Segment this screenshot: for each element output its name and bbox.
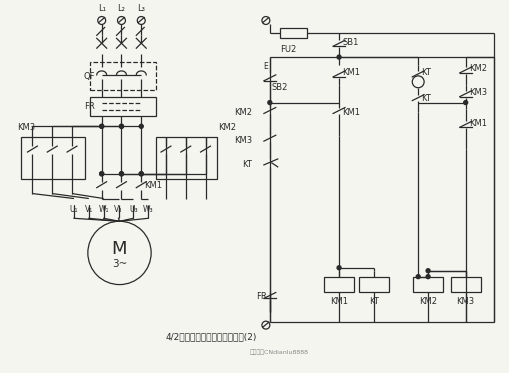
Circle shape bbox=[463, 101, 467, 104]
Bar bbox=[358, 277, 388, 292]
Text: KM2: KM2 bbox=[218, 123, 236, 132]
Circle shape bbox=[426, 269, 429, 273]
Bar bbox=[412, 277, 442, 292]
Text: 4/2极双速电动机起动控制电路(2): 4/2极双速电动机起动控制电路(2) bbox=[165, 332, 257, 342]
Text: KM1: KM1 bbox=[342, 68, 359, 78]
Circle shape bbox=[119, 124, 123, 128]
Text: KM2: KM2 bbox=[234, 108, 251, 117]
Text: E: E bbox=[263, 63, 267, 72]
Text: KM3: KM3 bbox=[456, 297, 474, 307]
Circle shape bbox=[100, 124, 103, 128]
Text: KM1: KM1 bbox=[342, 108, 359, 117]
Bar bbox=[279, 28, 307, 38]
Text: KM1: KM1 bbox=[144, 181, 162, 190]
Text: M: M bbox=[111, 240, 127, 258]
Text: SB1: SB1 bbox=[342, 38, 358, 47]
Text: L₁: L₁ bbox=[98, 4, 105, 13]
Text: 3~: 3~ bbox=[111, 259, 127, 269]
Text: U₃: U₃ bbox=[129, 206, 137, 214]
Text: L₃: L₃ bbox=[137, 4, 145, 13]
Circle shape bbox=[139, 172, 143, 176]
Circle shape bbox=[267, 101, 271, 104]
Text: KT: KT bbox=[368, 297, 378, 307]
Text: KM3: KM3 bbox=[234, 136, 251, 145]
Text: KT: KT bbox=[420, 94, 430, 103]
Text: V₃: V₃ bbox=[114, 206, 123, 214]
Circle shape bbox=[119, 124, 123, 128]
Text: KM2: KM2 bbox=[418, 297, 436, 307]
Text: KM2: KM2 bbox=[468, 65, 486, 73]
Circle shape bbox=[415, 275, 419, 279]
Bar bbox=[90, 97, 156, 116]
Circle shape bbox=[119, 172, 123, 176]
Circle shape bbox=[426, 275, 429, 279]
Bar bbox=[450, 277, 479, 292]
Text: SB2: SB2 bbox=[271, 83, 288, 92]
Text: KT: KT bbox=[420, 68, 430, 78]
Text: FR: FR bbox=[256, 292, 266, 301]
Text: FU2: FU2 bbox=[279, 45, 295, 54]
Text: KT: KT bbox=[242, 160, 251, 169]
Text: U₁: U₁ bbox=[70, 206, 78, 214]
Bar bbox=[324, 277, 353, 292]
Text: QF: QF bbox=[83, 72, 95, 81]
Text: W₁: W₁ bbox=[98, 206, 109, 214]
Text: W₃: W₃ bbox=[143, 206, 153, 214]
Circle shape bbox=[100, 172, 103, 176]
Circle shape bbox=[139, 172, 143, 176]
Circle shape bbox=[336, 55, 341, 59]
Circle shape bbox=[100, 172, 103, 176]
Text: KM1: KM1 bbox=[468, 119, 486, 128]
Text: V₁: V₁ bbox=[84, 206, 93, 214]
Circle shape bbox=[336, 266, 341, 270]
Text: KM3: KM3 bbox=[17, 123, 35, 132]
Bar bbox=[20, 137, 84, 179]
Text: L₂: L₂ bbox=[117, 4, 125, 13]
Circle shape bbox=[139, 124, 143, 128]
Circle shape bbox=[100, 124, 103, 128]
Text: 微信号：CNdianlu8888: 微信号：CNdianlu8888 bbox=[250, 349, 308, 355]
Circle shape bbox=[119, 172, 123, 176]
Bar bbox=[156, 137, 217, 179]
Text: FR: FR bbox=[83, 102, 95, 111]
Circle shape bbox=[88, 221, 151, 285]
Text: KM3: KM3 bbox=[468, 88, 486, 97]
Text: KM1: KM1 bbox=[329, 297, 347, 307]
Bar bbox=[90, 62, 156, 90]
